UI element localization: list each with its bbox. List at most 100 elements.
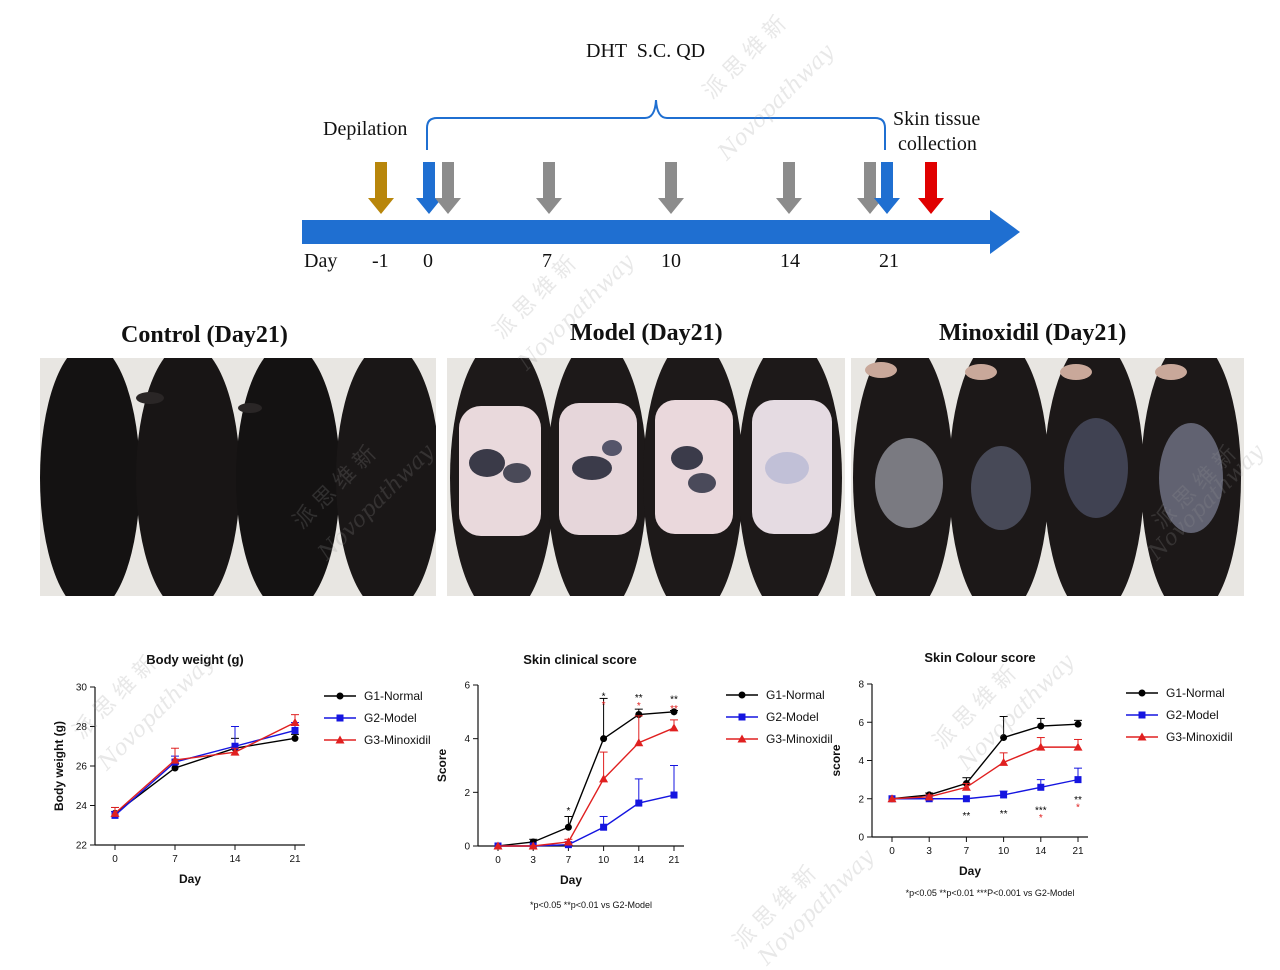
series-line <box>891 746 1078 800</box>
series-line <box>497 711 675 847</box>
data-point <box>1037 783 1045 791</box>
dose-arrow <box>658 162 684 214</box>
data-point <box>230 747 240 756</box>
legend-marker <box>1138 689 1146 697</box>
photo-title-minoxidil: Minoxidil (Day21) <box>939 320 1127 346</box>
day-tick: 21 <box>879 250 899 272</box>
data-point <box>291 726 299 734</box>
series-line <box>114 729 296 816</box>
legend-marker <box>738 691 746 699</box>
significance-marker: *** <box>1035 805 1047 816</box>
series-line <box>498 794 675 847</box>
data-point <box>600 823 608 831</box>
y-axis-label: score <box>830 744 843 776</box>
day-tick: 14 <box>780 250 800 272</box>
data-point <box>999 757 1009 766</box>
data-point <box>231 742 239 750</box>
y-tick-label: 2 <box>858 794 864 805</box>
series-line <box>892 778 1079 800</box>
dose-arrow <box>857 162 883 214</box>
significance-marker: ** <box>670 704 678 715</box>
chart-footnote: *p<0.05 **p<0.01 ***P<0.001 vs G2-Model <box>906 888 1075 898</box>
data-point <box>634 738 644 747</box>
data-point <box>528 841 538 850</box>
x-tick-label: 3 <box>926 846 932 857</box>
timeline-arrowhead <box>990 210 1020 254</box>
y-tick-label: 28 <box>76 722 88 733</box>
legend-label: G1-Normal <box>766 688 825 702</box>
timeline-diagram <box>302 99 1020 254</box>
photo-control <box>40 358 436 596</box>
y-tick-label: 0 <box>858 833 864 844</box>
significance-marker: * <box>566 806 570 817</box>
legend-label: G3-Minoxidil <box>766 732 833 746</box>
photo-title-model: Model (Day21) <box>570 320 723 346</box>
data-point <box>170 755 180 764</box>
y-tick-label: 22 <box>76 841 88 852</box>
significance-marker: * <box>1076 802 1080 813</box>
dosing-end-arrow <box>874 162 900 214</box>
significance-marker: * <box>637 701 641 712</box>
y-tick-label: 24 <box>76 801 88 812</box>
series-line <box>114 721 296 814</box>
data-point <box>599 774 609 783</box>
depilation-label: Depilation <box>323 118 408 140</box>
significance-marker: * <box>602 692 606 703</box>
data-point <box>670 708 678 716</box>
depilation-arrow <box>368 162 394 214</box>
series-line <box>498 727 675 847</box>
y-tick-label: 8 <box>858 680 864 691</box>
x-tick-label: 0 <box>889 846 895 857</box>
data-point <box>563 837 573 846</box>
data-point <box>961 782 971 791</box>
legend-marker <box>737 734 747 743</box>
legend-label: G1-Normal <box>364 689 423 703</box>
model-mice-image <box>447 358 845 596</box>
y-axis-label: Score <box>435 749 449 783</box>
legend-marker <box>335 735 345 744</box>
significance-marker: ** <box>1000 809 1008 820</box>
series-line <box>891 723 1079 800</box>
x-tick-label: 14 <box>633 855 645 866</box>
data-point <box>1036 742 1046 751</box>
legend-marker <box>738 713 746 721</box>
skin-clinical-score-chart: Skin clinical score 0 2 4 6 0 3 7 10 14 21 Day Score… <box>435 652 833 910</box>
legend-marker <box>336 692 344 700</box>
chart-title: Skin Colour score <box>924 650 1035 665</box>
y-tick-label: 6 <box>464 681 470 692</box>
y-tick-label: 6 <box>858 718 864 729</box>
x-axis-label: Day <box>959 864 981 878</box>
data-point <box>1073 742 1083 751</box>
photo-model <box>447 358 845 596</box>
legend-label: G1-Normal <box>1166 686 1225 700</box>
dose-arrow <box>435 162 461 214</box>
legend-label: G2-Model <box>766 710 819 724</box>
data-point <box>1000 734 1008 742</box>
data-point <box>635 799 643 807</box>
dose-arrow <box>776 162 802 214</box>
x-tick-label: 14 <box>229 854 241 865</box>
x-tick-label: 0 <box>112 854 118 865</box>
x-tick-label: 21 <box>668 855 680 866</box>
data-point <box>493 841 503 850</box>
x-tick-label: 3 <box>530 855 536 866</box>
legend-marker <box>336 714 344 722</box>
collection-label-line2: collection <box>898 133 977 155</box>
data-point <box>924 792 934 801</box>
data-point <box>171 764 179 772</box>
x-axis-label: Day <box>560 873 582 887</box>
significance-marker: ** <box>1074 795 1082 806</box>
significance-marker: ** <box>963 811 971 822</box>
day-tick: 0 <box>423 250 433 272</box>
skin-colour-score-chart: Skin Colour score 0 2 4 6 8 0 3 7 10 14 21 Day score *… <box>830 650 1233 898</box>
legend-label: G3-Minoxidil <box>1166 730 1233 744</box>
x-tick-label: 7 <box>172 854 178 865</box>
data-point <box>291 734 299 742</box>
legend-marker <box>1137 732 1147 741</box>
collection-label-line1: Skin tissue <box>893 108 981 130</box>
x-tick-label: 7 <box>566 855 572 866</box>
data-point <box>1000 791 1008 799</box>
dose-arrow <box>536 162 562 214</box>
x-axis-label: Day <box>179 872 201 886</box>
x-tick-label: 21 <box>289 854 301 865</box>
